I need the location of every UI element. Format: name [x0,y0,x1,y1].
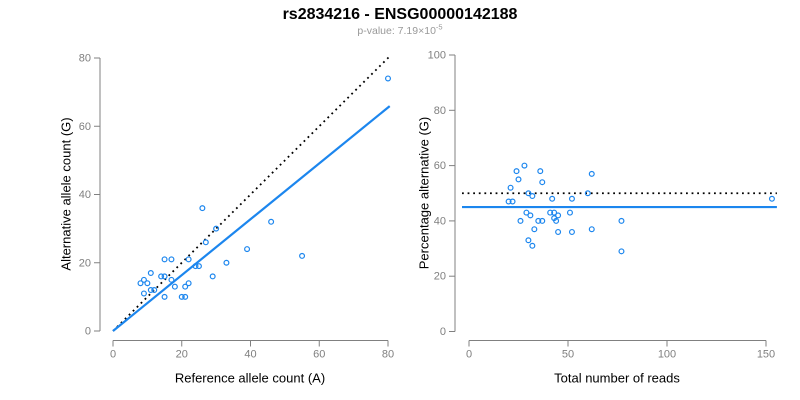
data-point [568,195,575,202]
y-tick-label: 80 [434,105,446,117]
data-point [588,226,595,233]
x-tick-label: 100 [658,349,676,361]
data-point [147,269,154,276]
data-point [555,228,562,235]
chart-subtitle: p-value: 7.19×10-5 [357,22,443,37]
p-value-exponent: -5 [435,22,443,32]
data-point [178,293,185,300]
y-tick-label: 0 [85,326,91,338]
y-tick-label: 60 [79,121,91,133]
data-point [192,263,199,270]
left-yaxis-title: Alternative allele count (G) [58,117,74,271]
data-point [199,205,206,212]
data-point [168,276,175,283]
data-point [151,287,158,294]
data-point [202,239,209,246]
data-point [539,179,546,186]
data-point [140,276,147,283]
data-point [588,170,595,177]
data-point [213,225,220,232]
data-point [529,193,536,200]
data-point [158,273,165,280]
data-point [525,237,532,244]
y-tick-label: 60 [434,160,446,172]
data-point [521,162,528,169]
x-tick-label: 0 [466,349,472,361]
x-tick-label: 150 [757,349,775,361]
x-tick-label: 40 [244,349,256,361]
x-tick-label: 20 [176,349,188,361]
data-point [147,287,154,294]
data-point [568,228,575,235]
x-tick-label: 80 [382,349,394,361]
data-point [244,246,251,253]
data-point [144,280,151,287]
y-tick-label: 80 [79,53,91,65]
data-point [618,248,625,255]
y-tick-label: 20 [79,257,91,269]
data-point [551,209,558,216]
data-point [185,280,192,287]
data-point [185,256,192,263]
data-point [168,256,175,263]
data-point [299,252,306,259]
data-point [525,190,532,197]
data-point [768,195,775,202]
data-point [505,198,512,205]
data-point [555,212,562,219]
data-point [584,190,591,197]
data-point [566,209,573,216]
data-point [553,217,560,224]
data-point [513,168,520,175]
right-yaxis-title: Percentage alternative (G) [416,116,432,270]
data-point [539,217,546,224]
data-point [171,283,178,290]
plot-left: 0 20 40 60 80 0 20 40 60 80 [79,53,394,361]
fit-line [112,105,391,332]
data-point [527,212,534,219]
data-point [161,256,168,263]
data-point [137,280,144,287]
x-tick-label: 60 [313,349,325,361]
data-point [529,242,536,249]
y-tick-label: 40 [79,189,91,201]
data-point [209,273,216,280]
data-point [509,198,516,205]
data-point [507,184,514,191]
data-point [537,168,544,175]
right-xaxis-title: Total number of reads [554,370,680,386]
data-point [517,217,524,224]
x-tick-label: 50 [562,349,574,361]
data-point [618,217,625,224]
data-point [161,273,168,280]
left-xaxis-title: Reference allele count (A) [174,370,326,386]
data-point [182,293,189,300]
data-point [268,218,275,225]
y-tick-label: 20 [434,271,446,283]
x-tick-label: 0 [110,349,116,361]
plot-right: 0 50 100 150 0 20 40 60 80 100 [428,50,777,361]
data-point [223,259,230,266]
data-point [549,195,556,202]
y-tick-label: 40 [434,215,446,227]
data-point [140,290,147,297]
data-point [523,209,530,216]
data-point [182,283,189,290]
y-tick-label: 0 [440,326,446,338]
p-value-text: p-value: 7.19×10 [357,25,436,37]
data-point [547,209,554,216]
data-point [535,217,542,224]
data-point [531,226,538,233]
identity-line [112,55,391,332]
y-tick-label: 100 [428,50,446,62]
data-point [195,263,202,270]
data-point [161,293,168,300]
data-point [385,75,392,82]
chart-title: rs2834216 - ENSG00000142188 [282,6,518,23]
data-point [515,176,522,183]
